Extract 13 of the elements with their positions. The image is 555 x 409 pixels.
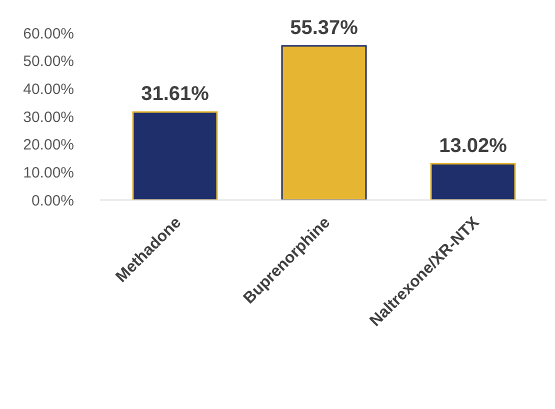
bar xyxy=(430,163,516,200)
data-label: 55.37% xyxy=(290,16,358,39)
y-tick-label: 0.00% xyxy=(31,192,74,210)
data-label: 13.02% xyxy=(439,134,508,157)
y-tick-label: 60.00% xyxy=(23,25,74,42)
y-tick-label: 50.00% xyxy=(23,53,74,70)
data-label: 31.61% xyxy=(141,83,210,106)
y-tick-label: 20.00% xyxy=(23,136,74,154)
y-tick-label: 10.00% xyxy=(23,164,74,182)
y-tick-label: 30.00% xyxy=(23,108,74,126)
bar xyxy=(132,111,218,200)
y-tick-label: 40.00% xyxy=(23,80,74,98)
bar xyxy=(281,45,367,200)
